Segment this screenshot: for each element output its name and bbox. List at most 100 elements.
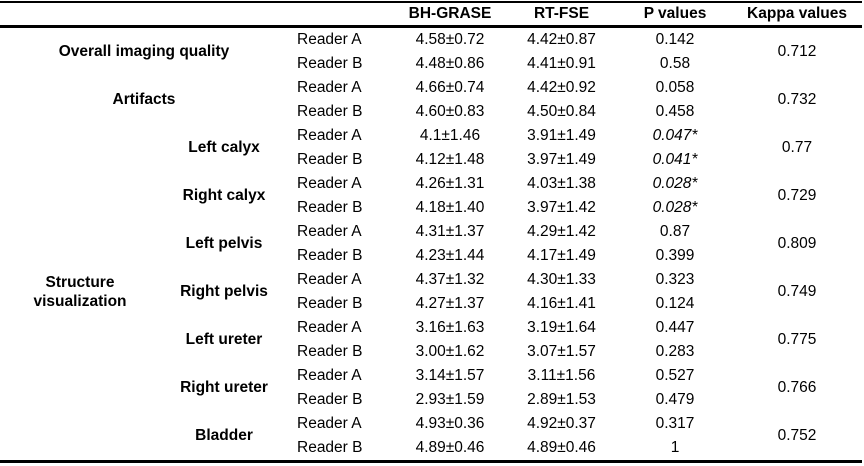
table-row: Overall imaging quality Reader A 4.58±0.…	[0, 27, 862, 61]
category-cell: Overall imaging quality	[58, 43, 230, 61]
reader-cell: Reader A	[297, 31, 362, 49]
bh-grase-cell: 4.66±0.74	[415, 79, 485, 97]
p-value-cell: 0.142	[655, 31, 695, 49]
bh-grase-cell: 4.1±1.46	[419, 127, 481, 145]
bh-grase-cell: 3.14±1.57	[415, 367, 485, 385]
p-value-cell: 0.58	[659, 55, 691, 73]
rt-fse-cell: 4.42±0.92	[527, 79, 596, 97]
bh-grase-cell: 4.18±1.40	[415, 199, 485, 217]
reader-cell: Reader B	[297, 103, 363, 121]
p-value-cell: 0.317	[655, 415, 695, 433]
kappa-cell: 0.732	[777, 91, 817, 109]
section-cell: Structure visualization	[33, 273, 127, 310]
bh-grase-cell: 4.26±1.31	[415, 175, 485, 193]
subcategory-cell: Right ureter	[180, 379, 268, 397]
header-rt-fse: RT-FSE	[505, 2, 618, 28]
table-row: Bladder Reader A 4.93±0.36 4.92±0.37 0.3…	[0, 412, 862, 444]
table-row: Reader B 4.23±1.44 4.17±1.49 0.399	[0, 244, 862, 268]
p-value-cell: 0.458	[655, 103, 695, 121]
reader-cell: Reader B	[297, 199, 363, 217]
table-row: Reader B 4.48±0.86 4.41±0.91 0.58	[0, 52, 862, 76]
rt-fse-cell: 3.11±1.56	[527, 367, 596, 385]
table-row: Structure visualization Left calyx Reade…	[0, 124, 862, 310]
p-value-cell: 0.479	[655, 391, 695, 409]
kappa-cell: 0.749	[777, 283, 817, 301]
header-row: BH-GRASE RT-FSE P values Kappa values	[0, 2, 862, 28]
p-value-cell: 0.058	[655, 79, 695, 97]
table-row: Left pelvis Reader A 4.31±1.37 4.29±1.42…	[0, 220, 862, 252]
rt-fse-cell: 2.89±1.53	[527, 391, 596, 409]
kappa-cell: 0.752	[777, 427, 817, 445]
table-row: Artifacts Reader A 4.66±0.74 4.42±0.92 0…	[0, 76, 862, 108]
reader-cell: Reader B	[297, 55, 363, 73]
rt-fse-cell: 3.91±1.49	[527, 127, 596, 145]
header-kappa-values: Kappa values	[732, 2, 862, 28]
bh-grase-cell: 4.12±1.48	[415, 151, 485, 169]
rt-fse-cell: 4.29±1.42	[527, 223, 596, 241]
p-value-cell: 0.399	[655, 247, 695, 265]
p-value-cell: 0.87	[659, 223, 691, 241]
category-cell: Artifacts	[112, 91, 176, 109]
bh-grase-cell: 4.58±0.72	[415, 31, 485, 49]
p-value-cell: 0.028*	[652, 199, 698, 217]
reader-cell: Reader B	[297, 391, 363, 409]
rt-fse-cell: 3.97±1.42	[527, 199, 596, 217]
p-value-cell: 0.323	[655, 271, 695, 289]
reader-cell: Reader B	[297, 151, 363, 169]
rt-fse-cell: 4.03±1.38	[527, 175, 596, 193]
reader-cell: Reader B	[297, 295, 363, 313]
p-value-cell: 1	[670, 439, 680, 457]
reader-cell: Reader B	[297, 439, 363, 457]
header-empty-cell	[0, 2, 395, 28]
reader-cell: Reader B	[297, 247, 363, 265]
reader-cell: Reader B	[297, 343, 363, 361]
bh-grase-cell: 3.00±1.62	[415, 343, 485, 361]
subcategory-cell: Left ureter	[185, 331, 263, 349]
table-row: Left ureter Reader A 3.16±1.63 3.19±1.64…	[0, 316, 862, 348]
p-value-cell: 0.028*	[652, 175, 698, 193]
table-row: Reader B 2.93±1.59 2.89±1.53 0.479	[0, 388, 862, 412]
rt-fse-cell: 4.92±0.37	[527, 415, 596, 433]
rt-fse-cell: 4.17±1.49	[527, 247, 596, 265]
rt-fse-cell: 4.89±0.46	[527, 439, 596, 457]
rt-fse-cell: 3.19±1.64	[527, 319, 596, 337]
bh-grase-cell: 2.93±1.59	[415, 391, 485, 409]
header-bh-grase: BH-GRASE	[395, 2, 505, 28]
rt-fse-cell: 3.97±1.49	[527, 151, 596, 169]
table-row: Right pelvis Reader A 4.37±1.32 4.30±1.3…	[0, 268, 862, 300]
table-row: Right ureter Reader A 3.14±1.57 3.11±1.5…	[0, 364, 862, 396]
subcategory-cell: Left pelvis	[185, 235, 263, 253]
table-row: Reader B 4.18±1.40 3.97±1.42 0.028*	[0, 196, 862, 220]
bh-grase-cell: 4.48±0.86	[415, 55, 485, 73]
reader-cell: Reader A	[297, 79, 362, 97]
reader-cell: Reader A	[297, 271, 362, 289]
rt-fse-cell: 4.50±0.84	[527, 103, 596, 121]
reader-cell: Reader A	[297, 175, 362, 193]
table-row: Reader B 4.27±1.37 4.16±1.41 0.124	[0, 292, 862, 316]
reader-cell: Reader A	[297, 367, 362, 385]
table-row: Reader B 4.12±1.48 3.97±1.49 0.041*	[0, 148, 862, 172]
rt-fse-cell: 4.41±0.91	[527, 55, 596, 73]
kappa-cell: 0.77	[781, 139, 813, 157]
rt-fse-cell: 4.30±1.33	[527, 271, 596, 289]
subcategory-cell: Bladder	[195, 427, 253, 445]
subcategory-cell: Right pelvis	[180, 283, 268, 301]
p-value-cell: 0.124	[655, 295, 695, 313]
kappa-cell: 0.809	[777, 235, 817, 253]
reader-cell: Reader A	[297, 415, 362, 433]
reader-cell: Reader A	[297, 319, 362, 337]
kappa-cell: 0.766	[777, 379, 817, 397]
p-value-cell: 0.041*	[652, 151, 698, 169]
rt-fse-cell: 4.16±1.41	[527, 295, 596, 313]
bh-grase-cell: 4.31±1.37	[415, 223, 485, 241]
bh-grase-cell: 3.16±1.63	[415, 319, 485, 337]
p-value-cell: 0.047*	[652, 127, 698, 145]
p-value-cell: 0.283	[655, 343, 695, 361]
kappa-cell: 0.775	[777, 331, 817, 349]
bh-grase-cell: 4.60±0.83	[415, 103, 485, 121]
table-row: Reader B 3.00±1.62 3.07±1.57 0.283	[0, 340, 862, 364]
table-row: Reader B 4.60±0.83 4.50±0.84 0.458	[0, 100, 862, 124]
bh-grase-cell: 4.89±0.46	[415, 439, 485, 457]
